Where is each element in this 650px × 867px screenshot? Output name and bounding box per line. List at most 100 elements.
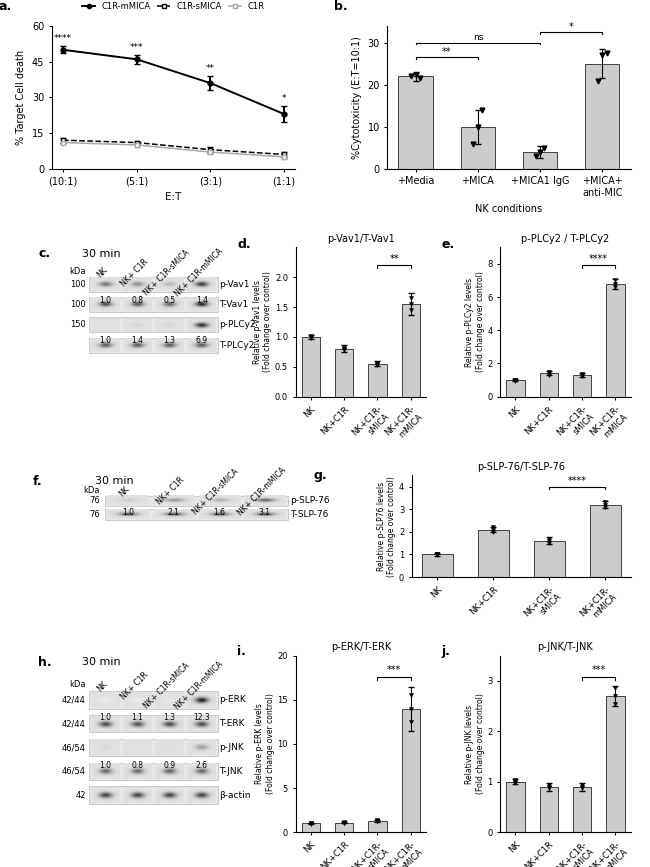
Bar [369, 821, 387, 832]
Text: 0.5: 0.5 [164, 296, 176, 305]
Text: NK+ C1R: NK+ C1R [119, 670, 150, 701]
Bar [590, 505, 621, 577]
Bar [534, 541, 565, 577]
Text: 30 min: 30 min [96, 476, 134, 486]
Text: NK+ C1R-sMICA: NK+ C1R-sMICA [142, 662, 191, 711]
Bar [461, 127, 495, 169]
Bar [335, 349, 354, 397]
FancyBboxPatch shape [89, 317, 218, 332]
Bar [506, 782, 525, 832]
Text: β-actin: β-actin [220, 791, 251, 799]
Y-axis label: Relative p-SLP76 levels
(Fold change over control): Relative p-SLP76 levels (Fold change ove… [377, 476, 396, 577]
Text: 150: 150 [70, 321, 86, 329]
Text: f.: f. [32, 475, 42, 488]
Text: d.: d. [237, 238, 251, 251]
Bar [369, 364, 387, 397]
Text: ns: ns [473, 34, 483, 42]
Text: 76: 76 [89, 496, 100, 505]
Bar [606, 696, 625, 832]
Bar [606, 284, 625, 397]
Text: NK+ C1R: NK+ C1R [119, 257, 150, 288]
Title: p-Vav1/T-Vav1: p-Vav1/T-Vav1 [327, 233, 395, 244]
Text: i.: i. [237, 645, 246, 658]
Text: 1.0: 1.0 [99, 296, 111, 305]
Text: ***: *** [130, 42, 144, 52]
Bar [540, 787, 558, 832]
Bar [302, 337, 320, 397]
Text: 1.6: 1.6 [213, 508, 225, 518]
Text: 1.0: 1.0 [122, 508, 134, 518]
X-axis label: E:T: E:T [165, 192, 182, 202]
Text: 46/54: 46/54 [62, 767, 86, 776]
Title: p-JNK/T-JNK: p-JNK/T-JNK [538, 642, 593, 652]
Text: NK+ C1R-mMICA: NK+ C1R-mMICA [236, 466, 287, 518]
Bar [402, 304, 420, 397]
Text: g.: g. [313, 469, 327, 482]
Bar [540, 374, 558, 397]
Text: NK+ C1R: NK+ C1R [155, 476, 186, 507]
Text: 2.6: 2.6 [196, 760, 208, 770]
FancyBboxPatch shape [89, 763, 218, 780]
Bar [523, 152, 557, 169]
Text: T-PLCy2: T-PLCy2 [220, 341, 255, 349]
Text: 42: 42 [75, 791, 86, 799]
Bar [573, 375, 592, 397]
Text: p-JNK: p-JNK [220, 743, 244, 752]
FancyBboxPatch shape [89, 297, 218, 312]
Text: NK+ C1R-sMICA: NK+ C1R-sMICA [191, 466, 240, 516]
Text: 0.8: 0.8 [131, 760, 144, 770]
Text: 0.9: 0.9 [164, 760, 176, 770]
FancyBboxPatch shape [89, 277, 218, 292]
Y-axis label: Relative p-ERK levels
(Fold change over control): Relative p-ERK levels (Fold change over … [255, 694, 275, 794]
Text: 46/54: 46/54 [62, 743, 86, 752]
Text: 30 min: 30 min [83, 249, 121, 258]
Text: ***: *** [592, 665, 606, 675]
Text: *: * [569, 22, 573, 32]
FancyBboxPatch shape [89, 786, 218, 804]
Text: 1.0: 1.0 [99, 760, 111, 770]
Text: 6.9: 6.9 [196, 336, 208, 345]
Text: 1.4: 1.4 [131, 336, 144, 345]
Text: 100: 100 [70, 280, 86, 289]
Text: p-SLP-76: p-SLP-76 [290, 496, 330, 505]
FancyBboxPatch shape [89, 714, 218, 733]
Text: p-Vav1: p-Vav1 [220, 280, 250, 289]
Text: 42/44: 42/44 [62, 695, 86, 704]
Text: 1.3: 1.3 [164, 713, 176, 722]
Bar [573, 787, 592, 832]
Text: T-Vav1: T-Vav1 [220, 300, 249, 310]
Text: *: * [281, 94, 286, 103]
Text: 76: 76 [89, 510, 100, 519]
Text: c.: c. [38, 247, 51, 260]
Text: T-SLP-76: T-SLP-76 [290, 510, 328, 519]
Text: NK: NK [95, 679, 109, 693]
Text: ****: **** [590, 254, 608, 264]
Text: NK+ C1R-sMICA: NK+ C1R-sMICA [142, 248, 191, 297]
Text: **: ** [206, 64, 215, 73]
Text: ***: *** [387, 665, 401, 675]
Text: b.: b. [334, 0, 348, 13]
Text: j.: j. [442, 645, 450, 658]
Text: 30 min: 30 min [83, 657, 121, 668]
Text: kDa: kDa [70, 681, 86, 689]
Bar [422, 555, 452, 577]
FancyBboxPatch shape [89, 739, 218, 756]
Legend: C1R-mMICA, C1R-sMICA, C1R: C1R-mMICA, C1R-sMICA, C1R [79, 0, 268, 15]
FancyBboxPatch shape [105, 496, 288, 505]
Text: 1.1: 1.1 [131, 713, 144, 722]
Y-axis label: Relative p-JNK levels
(Fold change over control): Relative p-JNK levels (Fold change over … [465, 694, 484, 794]
Text: kDa: kDa [84, 486, 100, 494]
Text: 1.0: 1.0 [99, 713, 111, 722]
Text: 100: 100 [70, 300, 86, 310]
Text: 1.3: 1.3 [164, 336, 176, 345]
Text: NK+ C1R-mMICA: NK+ C1R-mMICA [173, 246, 224, 298]
Y-axis label: %Cytotoxicity (E:T=10:1): %Cytotoxicity (E:T=10:1) [352, 36, 362, 159]
Y-axis label: % Target Cell death: % Target Cell death [16, 49, 27, 145]
Text: kDa: kDa [70, 267, 86, 276]
Bar [506, 380, 525, 397]
FancyBboxPatch shape [89, 691, 218, 708]
Text: h.: h. [38, 655, 52, 668]
Text: 0.8: 0.8 [131, 296, 144, 305]
X-axis label: NK conditions: NK conditions [475, 204, 543, 213]
Text: NK+ C1R-mMICA: NK+ C1R-mMICA [173, 660, 224, 712]
